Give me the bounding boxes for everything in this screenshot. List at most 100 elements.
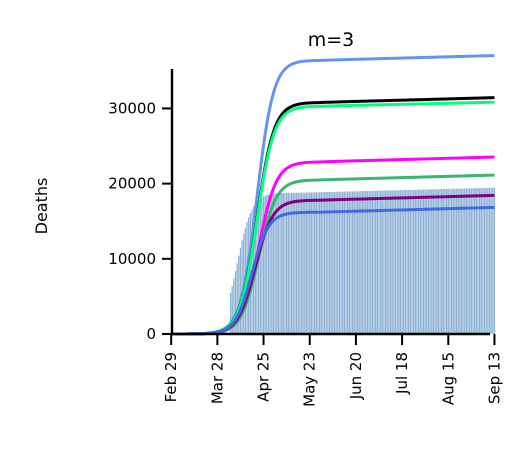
deaths-bar xyxy=(325,192,327,334)
x-tick-label: Feb 29 xyxy=(162,352,180,402)
deaths-bar xyxy=(355,191,357,334)
deaths-bar xyxy=(345,191,347,334)
deaths-bar xyxy=(470,188,473,334)
y-tick-label: 10000 xyxy=(108,250,156,268)
deaths-bar xyxy=(361,191,364,334)
deaths-bar xyxy=(381,190,383,334)
chart-title: m=3 xyxy=(308,29,355,51)
deaths-bar xyxy=(475,188,477,334)
deaths-bar xyxy=(284,192,286,334)
deaths-bar xyxy=(478,188,481,334)
deaths-bar xyxy=(335,191,337,334)
deaths-bar xyxy=(356,191,359,334)
deaths-bar xyxy=(487,187,489,334)
deaths-bar xyxy=(300,192,303,334)
x-ticks: Feb 29 Mar 28 Apr 25 May 23 Jun 20 Jul 18 Aug … xyxy=(162,334,503,407)
deaths-bar xyxy=(350,191,352,334)
deaths-bar xyxy=(276,193,278,334)
deaths-bar xyxy=(393,190,395,334)
deaths-bar xyxy=(294,192,296,334)
deaths-bar xyxy=(295,192,298,334)
deaths-bar xyxy=(323,192,326,334)
deaths-bar xyxy=(379,190,382,334)
deaths-bar xyxy=(432,189,435,334)
deaths-bar xyxy=(234,271,237,334)
deaths-bar xyxy=(371,190,374,334)
deaths-bar xyxy=(459,188,461,334)
x-tick-label: May 23 xyxy=(301,352,319,407)
deaths-bar xyxy=(406,189,408,334)
deaths-bar xyxy=(474,188,476,334)
deaths-bar xyxy=(287,192,289,334)
deaths-bar xyxy=(434,189,436,334)
deaths-bar xyxy=(314,192,316,334)
deaths-bar xyxy=(351,191,354,334)
deaths-bar xyxy=(269,194,271,334)
deaths-bar xyxy=(442,189,444,334)
deaths-bar xyxy=(277,193,280,334)
deaths-bar xyxy=(333,191,336,334)
deaths-bar xyxy=(239,247,242,334)
deaths-bar xyxy=(409,189,412,334)
deaths-bar xyxy=(285,192,288,334)
deaths-bar xyxy=(492,187,494,334)
deaths-bar xyxy=(236,263,238,334)
deaths-bar xyxy=(403,190,405,334)
deaths-bar xyxy=(264,195,266,334)
x-tick-label: Aug 15 xyxy=(439,352,457,405)
deaths-bar xyxy=(238,255,240,334)
deaths-bar xyxy=(454,188,456,334)
deaths-bar xyxy=(408,189,410,334)
deaths-bar xyxy=(441,189,443,334)
deaths-bar xyxy=(370,190,372,334)
deaths-bar xyxy=(399,190,402,334)
deaths-bar xyxy=(366,190,369,334)
deaths-bar xyxy=(417,189,420,334)
deaths-bar xyxy=(262,196,265,334)
deaths-bar xyxy=(469,188,471,334)
deaths-bar xyxy=(419,189,421,334)
deaths-bar xyxy=(347,191,349,334)
deaths-bar xyxy=(342,191,344,334)
deaths-bar xyxy=(429,189,431,334)
deaths-bar xyxy=(391,190,393,334)
deaths-bar xyxy=(412,189,415,334)
y-axis-label: Deaths xyxy=(32,178,51,235)
deaths-bar xyxy=(327,192,329,334)
deaths-bar xyxy=(449,188,451,334)
deaths-bar xyxy=(290,192,293,334)
deaths-bar xyxy=(304,192,306,334)
deaths-bar xyxy=(388,190,390,334)
deaths-bar xyxy=(353,191,355,334)
y-ticks: 0 10000 20000 30000 xyxy=(108,99,172,343)
deaths-bar xyxy=(431,189,433,334)
x-tick-label: Mar 28 xyxy=(208,352,226,404)
deaths-bar xyxy=(320,192,322,334)
deaths-bar xyxy=(376,190,379,334)
deaths-bar xyxy=(292,192,294,334)
deaths-bar xyxy=(465,188,468,334)
deaths-bar xyxy=(383,190,385,334)
deaths-bar xyxy=(310,192,313,334)
deaths-bar xyxy=(483,187,486,334)
deaths-bar xyxy=(328,191,331,334)
deaths-bar xyxy=(411,189,413,334)
x-tick-label: Apr 25 xyxy=(255,352,273,402)
deaths-bar xyxy=(317,192,319,334)
deaths-bar xyxy=(386,190,388,334)
deaths-bar xyxy=(437,189,440,334)
deaths-bar xyxy=(477,188,479,334)
deaths-bar xyxy=(363,191,365,334)
deaths-bar xyxy=(450,188,453,334)
x-tick-label: Jun 20 xyxy=(347,352,365,400)
deaths-bar xyxy=(389,190,392,334)
deaths-bar xyxy=(340,191,342,334)
deaths-bar xyxy=(457,188,459,334)
deaths-bar xyxy=(348,191,350,334)
series-line-7 xyxy=(171,205,495,336)
deaths-bar xyxy=(452,188,454,334)
deaths-bar xyxy=(490,187,492,334)
deaths-bar xyxy=(271,193,273,334)
deaths-bar xyxy=(460,188,463,334)
